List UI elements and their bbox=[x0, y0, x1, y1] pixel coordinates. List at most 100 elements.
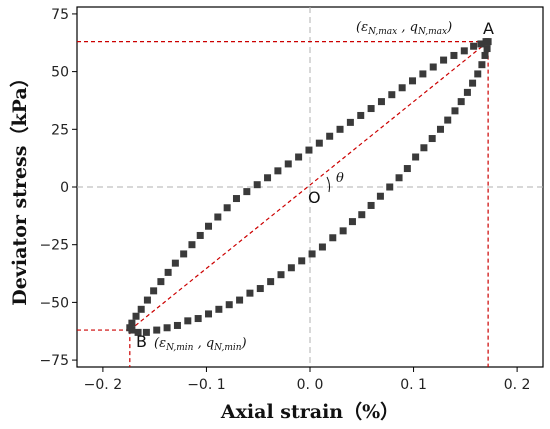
x-tick-label: −0. 1 bbox=[187, 377, 225, 393]
y-tick-label: 50 bbox=[51, 65, 69, 81]
data-point bbox=[329, 234, 337, 242]
data-markers bbox=[126, 38, 492, 336]
data-point bbox=[367, 105, 375, 113]
data-point bbox=[376, 192, 384, 200]
data-point bbox=[188, 241, 196, 249]
x-axis-title: Axial strain（%） bbox=[220, 400, 399, 423]
angle-arc bbox=[326, 176, 331, 193]
data-point bbox=[478, 61, 486, 69]
data-point bbox=[440, 56, 448, 64]
data-point bbox=[457, 98, 465, 106]
x-tick-label: 0. 1 bbox=[400, 377, 427, 393]
data-point bbox=[205, 222, 213, 230]
data-point bbox=[232, 195, 240, 203]
data-point bbox=[336, 125, 344, 133]
point-labels: A B O θ (εN,max , qN,max) (εN,min , qN,m… bbox=[136, 19, 494, 353]
data-point bbox=[318, 243, 326, 251]
data-point bbox=[358, 211, 366, 219]
data-point bbox=[398, 84, 406, 92]
data-point bbox=[367, 201, 375, 209]
data-point bbox=[287, 264, 295, 272]
data-point bbox=[143, 296, 151, 304]
data-point bbox=[428, 135, 436, 143]
data-point bbox=[128, 319, 136, 327]
data-point bbox=[451, 107, 459, 115]
data-point bbox=[171, 259, 179, 267]
data-point bbox=[132, 312, 140, 320]
ref-line-diagonal-AB bbox=[129, 41, 489, 331]
data-point bbox=[243, 188, 251, 196]
data-point bbox=[267, 278, 275, 286]
data-point bbox=[348, 218, 356, 226]
data-point bbox=[153, 326, 161, 334]
data-point bbox=[295, 153, 303, 161]
data-point bbox=[225, 301, 233, 309]
y-tick-label: 75 bbox=[51, 7, 69, 23]
data-point bbox=[137, 305, 145, 313]
data-point bbox=[264, 174, 272, 182]
data-point bbox=[214, 213, 222, 221]
data-point bbox=[180, 250, 188, 258]
annotation-peak: (εN,max , qN,max) bbox=[356, 20, 452, 37]
data-point bbox=[173, 321, 181, 329]
annotation-trough: (εN,min , qN,min) bbox=[154, 336, 247, 353]
data-point bbox=[483, 45, 491, 53]
data-point bbox=[477, 40, 485, 48]
data-point bbox=[444, 116, 452, 124]
data-point bbox=[163, 324, 171, 332]
zero-reference-lines bbox=[77, 7, 543, 367]
data-point bbox=[150, 287, 158, 295]
y-tick-label: −50 bbox=[39, 295, 69, 311]
data-point bbox=[298, 257, 306, 265]
data-point bbox=[164, 268, 172, 276]
data-point bbox=[142, 328, 150, 336]
data-point bbox=[246, 289, 254, 297]
data-point bbox=[395, 174, 403, 182]
data-point bbox=[184, 317, 192, 325]
data-point bbox=[386, 183, 394, 191]
data-point bbox=[284, 160, 292, 168]
data-point bbox=[429, 63, 437, 71]
data-point bbox=[339, 227, 347, 235]
data-point bbox=[403, 165, 411, 173]
data-point bbox=[277, 271, 285, 279]
red-reference-lines bbox=[77, 41, 489, 367]
peak-point-label: A bbox=[483, 19, 494, 38]
data-point bbox=[194, 315, 202, 323]
y-axis-title: Deviator stress（kPa） bbox=[8, 68, 31, 305]
data-point bbox=[419, 70, 427, 78]
data-point bbox=[256, 285, 264, 293]
data-point bbox=[126, 324, 134, 332]
data-point bbox=[450, 51, 458, 59]
data-point bbox=[357, 111, 365, 119]
data-point bbox=[412, 153, 420, 161]
y-tick-label: 25 bbox=[51, 122, 69, 138]
data-point bbox=[215, 305, 223, 313]
trough-point-label: B bbox=[136, 332, 147, 351]
x-tick-label: 0. 2 bbox=[504, 377, 531, 393]
y-tick-label: 0 bbox=[60, 180, 69, 196]
x-tick-label: −0. 2 bbox=[84, 377, 122, 393]
data-point bbox=[420, 144, 428, 152]
data-point bbox=[196, 231, 204, 239]
data-point bbox=[469, 79, 477, 87]
data-point bbox=[305, 146, 313, 154]
data-point bbox=[377, 98, 385, 106]
data-point bbox=[326, 132, 334, 140]
data-point bbox=[463, 88, 471, 96]
data-point bbox=[474, 70, 482, 78]
x-tick-label: 0. 0 bbox=[297, 377, 324, 393]
y-tick-label: −25 bbox=[39, 238, 69, 254]
data-point bbox=[205, 310, 213, 318]
data-point bbox=[223, 204, 231, 212]
axis-ticks: −0. 2 −0. 1 0. 0 0. 1 0. 2 −75 −50 −25 0 25 50 75 bbox=[39, 7, 530, 393]
data-point bbox=[346, 118, 354, 126]
origin-label: O bbox=[308, 188, 321, 207]
data-point bbox=[315, 139, 323, 147]
data-point bbox=[388, 91, 396, 99]
data-point bbox=[460, 47, 468, 55]
data-point bbox=[157, 278, 165, 286]
data-point bbox=[481, 51, 489, 59]
data-point bbox=[409, 77, 417, 85]
